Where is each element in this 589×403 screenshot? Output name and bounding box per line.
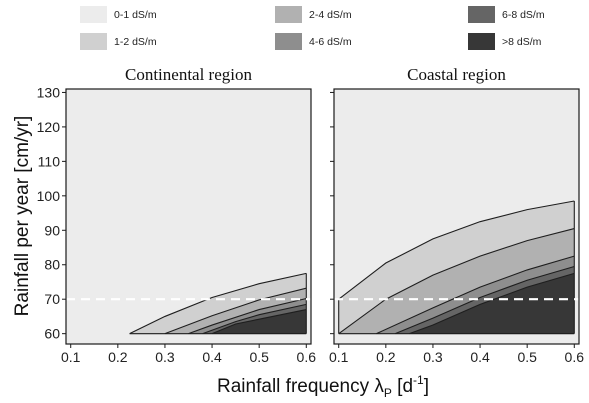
x-axis-label: Rainfall frequency λP [d-1] (217, 373, 429, 400)
legend-swatch (275, 33, 302, 50)
x-tick-label: 0.4 (470, 349, 490, 365)
x-tick-label: 0.2 (108, 349, 128, 365)
legend-swatch (468, 33, 495, 50)
x-tick-label: 0.4 (202, 349, 222, 365)
panel-plot-area (334, 89, 579, 344)
y-tick-label: 80 (44, 257, 60, 273)
x-axis-label-superscript: -1 (413, 373, 424, 387)
y-tick-label: 90 (44, 222, 60, 238)
x-axis-label-main: Rainfall frequency λ (217, 376, 384, 397)
x-tick-label: 0.2 (376, 349, 396, 365)
x-tick-label: 0.6 (565, 349, 585, 365)
x-axis-label-unit: [d (392, 376, 413, 397)
contour-line (129, 272, 307, 335)
panel-frame (333, 88, 580, 345)
x-tick-label: 0.1 (61, 349, 81, 365)
x-tick-label: 0.3 (155, 349, 175, 365)
contour-line (338, 228, 575, 335)
contour-line (376, 255, 575, 335)
panel-continental: Continental region 0.1 0.2 0.3 0.4 0.5 0.6 60 70… (37, 65, 317, 365)
x-axis-label-close: ] (424, 376, 429, 397)
legend-swatch (468, 6, 495, 23)
x-tick-label: 0.5 (249, 349, 269, 365)
legend-label: 2-4 dS/m (309, 9, 352, 21)
x-tick-label: 0.1 (329, 349, 349, 365)
panel-title: Continental region (125, 65, 253, 84)
chart-panels: Continental region 0.1 0.2 0.3 0.4 0.5 0.6 60 70… (37, 65, 585, 365)
y-tick-label: 100 (37, 188, 61, 204)
legend-label: 6-8 dS/m (502, 9, 545, 21)
region-above-8 (212, 309, 307, 334)
x-tick-label: 0.3 (423, 349, 443, 365)
legend-swatch (80, 33, 107, 50)
x-tick-label: 0.5 (517, 349, 537, 365)
legend: 0-1 dS/m 1-2 dS/m 2-4 dS/m 4-6 dS/m 6-8 dS/m… (80, 6, 545, 50)
contour-line (338, 200, 575, 300)
contour-line (395, 265, 575, 335)
contour-line (188, 297, 307, 335)
contour-line (202, 303, 307, 335)
panel-plot-area (66, 89, 311, 344)
contour-line (211, 309, 307, 335)
contour-line (164, 287, 307, 335)
contour-line (409, 272, 575, 335)
region-above-8 (409, 273, 575, 334)
x-axis-label-subscript: P (384, 386, 392, 400)
y-axis-label: Rainfall per year [cm/yr] (12, 116, 33, 317)
y-tick-label: 60 (44, 326, 60, 342)
y-tick-label: 120 (37, 119, 61, 135)
legend-label: >8 dS/m (502, 36, 542, 48)
legend-label: 0-1 dS/m (114, 9, 157, 21)
legend-swatch (275, 6, 302, 23)
panel-coastal: Coastal region 0.1 0.2 0.3 0.4 0.5 0.6 (329, 65, 584, 365)
y-tick-label: 70 (44, 291, 60, 307)
legend-label: 1-2 dS/m (114, 36, 157, 48)
legend-swatch (80, 6, 107, 23)
x-tick-label: 0.6 (297, 349, 317, 365)
panel-title: Coastal region (407, 65, 506, 84)
y-tick-label: 110 (38, 153, 61, 169)
panel-frame (65, 88, 312, 345)
legend-label: 4-6 dS/m (309, 36, 352, 48)
y-tick-label: 130 (37, 84, 61, 100)
